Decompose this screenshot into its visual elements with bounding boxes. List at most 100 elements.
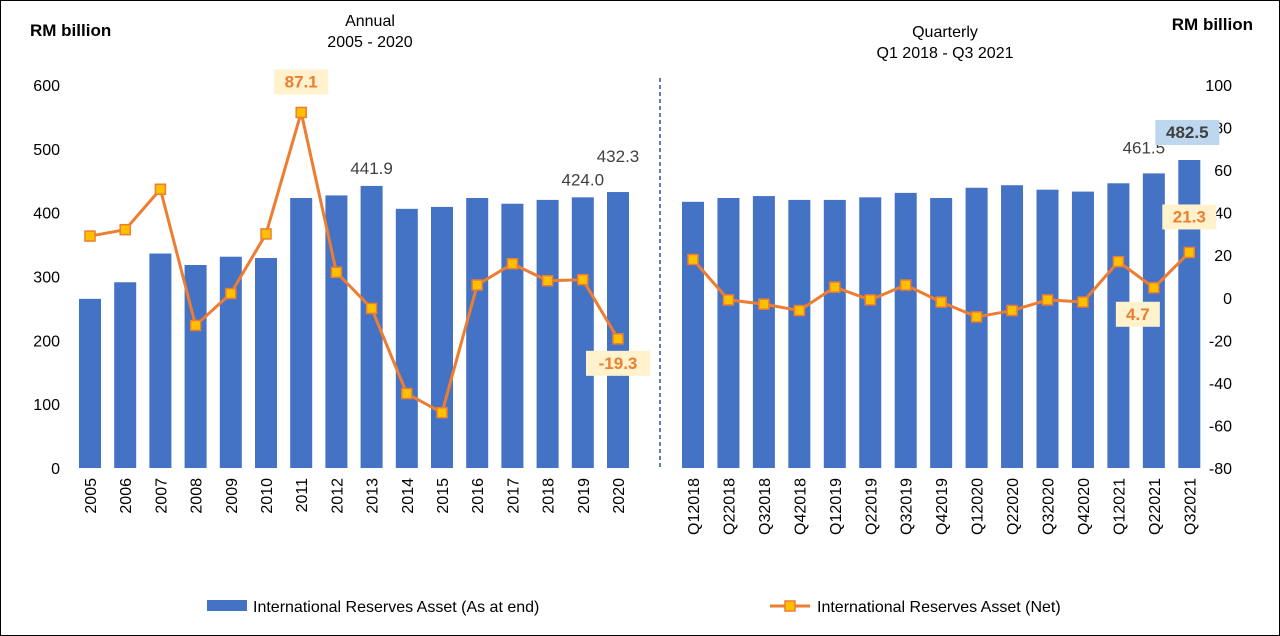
left-panel-subtitle: 2005 - 2020: [327, 34, 413, 51]
x-tick-label-Q12019: Q12019: [828, 478, 845, 535]
y-axis-title-left: RM billion: [30, 21, 111, 40]
y2-tick-label: 60: [1214, 163, 1232, 180]
x-tick-label-2013: 2013: [365, 478, 382, 514]
bar-Q22020: [1001, 185, 1024, 469]
bar-Q32019: [894, 192, 917, 468]
bar-Q12018: [682, 201, 704, 468]
x-tick-label-Q32019: Q32019: [899, 478, 916, 535]
x-tick-label-2019: 2019: [576, 478, 593, 514]
right-panel-subtitle: Q1 2018 - Q3 2021: [877, 45, 1014, 62]
x-tick-label-2006: 2006: [118, 478, 135, 514]
left-panel-title: Annual: [345, 13, 395, 30]
net-marker-2020: [612, 333, 624, 345]
legend-bar-label: International Reserves Asset (As at end): [253, 599, 539, 616]
bar-2017: [501, 203, 524, 469]
net-marker-Q22018: [722, 294, 735, 306]
data-label-box-482.5: [1155, 120, 1220, 146]
bar-Q12020: [965, 187, 988, 468]
data-label-box-21.3: [1162, 204, 1217, 230]
data-label-box-87.1: [274, 69, 329, 95]
bar-2009: [219, 256, 242, 468]
net-marker-2005: [84, 230, 96, 242]
y2-tick-label: -20: [1209, 333, 1232, 350]
x-tick-label-Q32020: Q32020: [1041, 478, 1058, 535]
net-marker-2007: [154, 183, 167, 196]
bar-2019: [571, 197, 594, 468]
data-label-box-4.7: [1115, 301, 1160, 327]
x-tick-label-2018: 2018: [541, 478, 558, 514]
y-tick-label: 300: [33, 270, 60, 287]
x-tick-label-2014: 2014: [400, 478, 417, 514]
x-tick-label-2016: 2016: [470, 478, 487, 514]
y-tick-label: 100: [33, 397, 60, 414]
net-marker-Q32018: [758, 298, 770, 310]
net-marker-2012: [330, 266, 343, 278]
data-label-441.9: 441.9: [350, 159, 393, 178]
data-label-482.5: 482.5: [1166, 123, 1209, 142]
legend-line-label: International Reserves Asset (Net): [817, 599, 1061, 616]
y-tick-label: 500: [33, 142, 60, 159]
x-tick-label-Q32021: Q32021: [1182, 478, 1199, 535]
net-line-left: [89, 110, 620, 415]
net-marker-2013: [365, 302, 378, 315]
bar-2010: [255, 257, 277, 468]
bar-Q32018: [752, 196, 775, 468]
x-tick-label-Q12018: Q12018: [686, 478, 703, 535]
bar-2006: [114, 282, 137, 468]
data-label-21.3: 21.3: [1173, 207, 1206, 226]
y2-tick-label: 100: [1205, 78, 1232, 95]
x-tick-label-2020: 2020: [611, 478, 628, 514]
net-marker-Q22021: [1148, 282, 1160, 294]
net-marker-2010: [260, 228, 272, 240]
y-tick-label: 200: [33, 333, 60, 350]
y2-tick-label: 20: [1214, 248, 1232, 265]
x-tick-label-Q12020: Q12020: [970, 478, 987, 535]
bar-2016: [466, 197, 489, 469]
bar-2013: [360, 185, 383, 468]
bar-Q42019: [930, 197, 953, 469]
legend-line-marker: [784, 600, 796, 612]
net-marker-Q32021: [1183, 246, 1196, 259]
x-tick-label-Q12021: Q12021: [1111, 478, 1128, 535]
bar-2007: [149, 253, 172, 468]
legend-bar-swatch: [207, 600, 247, 611]
x-tick-label-Q22020: Q22020: [1005, 478, 1022, 535]
data-label-461.5: 461.5: [1123, 138, 1166, 157]
x-tick-label-Q42018: Q42018: [792, 478, 809, 535]
x-tick-label-Q42020: Q42020: [1076, 478, 1093, 535]
x-tick-label-2007: 2007: [153, 478, 170, 514]
net-marker-2015: [436, 406, 448, 419]
net-marker-Q12018: [687, 253, 699, 266]
net-marker-Q32019: [899, 279, 912, 291]
y2-tick-label: -60: [1209, 418, 1232, 435]
net-marker-2018: [541, 275, 554, 287]
bar-Q42020: [1071, 191, 1094, 468]
x-tick-label-2017: 2017: [505, 478, 522, 514]
right-panel-title: Quarterly: [912, 24, 978, 41]
x-tick-label-Q42019: Q42019: [934, 478, 951, 535]
bar-2008: [184, 265, 207, 468]
net-marker-2008: [189, 319, 202, 332]
net-marker-2014: [401, 387, 413, 400]
y-tick-label: 400: [33, 206, 60, 223]
x-tick-label-2011: 2011: [294, 478, 311, 513]
bar-Q22018: [717, 197, 740, 469]
y-tick-label: 600: [33, 78, 60, 95]
net-marker-Q12019: [829, 281, 841, 293]
bar-2011: [290, 197, 313, 469]
data-label-432.3: 432.3: [597, 147, 640, 166]
net-marker-Q22020: [1006, 304, 1018, 317]
y2-tick-label: 40: [1214, 206, 1232, 223]
x-tick-label-2005: 2005: [83, 478, 100, 514]
bar-2020: [607, 192, 629, 468]
bar-2018: [536, 199, 559, 468]
bar-2012: [325, 195, 348, 468]
net-marker-2017: [506, 257, 519, 270]
bar-2015: [431, 206, 453, 468]
net-marker-2009: [225, 287, 237, 300]
y-axis-title-right: RM billion: [1172, 15, 1253, 34]
x-tick-label-2012: 2012: [329, 478, 346, 514]
net-marker-2019: [577, 273, 589, 286]
